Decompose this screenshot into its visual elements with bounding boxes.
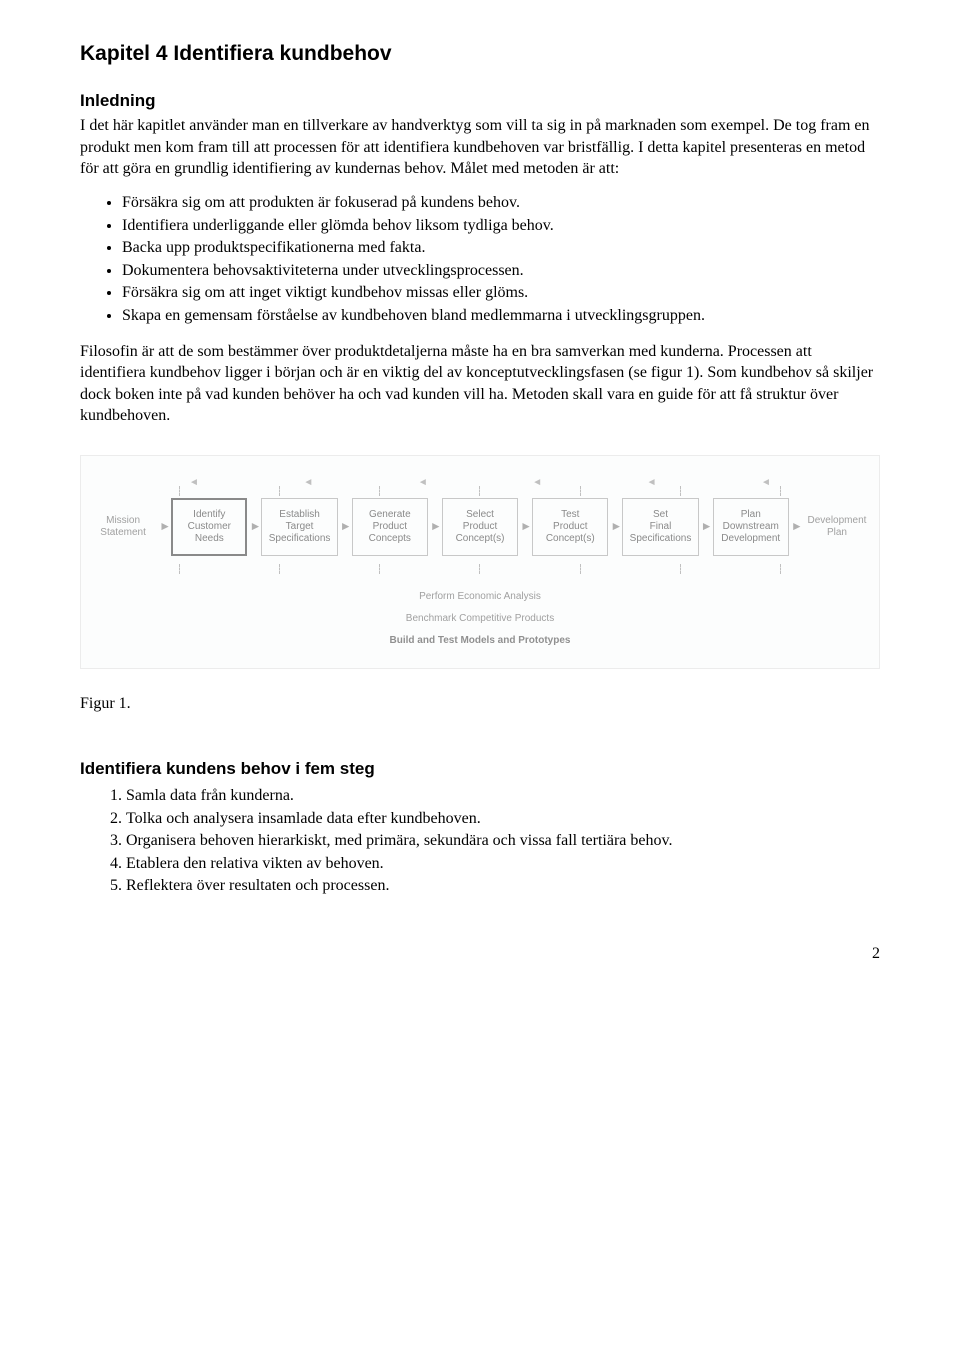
intro-heading: Inledning	[80, 90, 880, 113]
list-item: Reflektera över resultaten och processen…	[126, 875, 880, 897]
flow-box-target-specs: EstablishTargetSpecifications	[261, 498, 337, 556]
steps-list: Samla data från kunderna. Tolka och anal…	[80, 785, 880, 897]
arrow-right-icon: ►	[610, 518, 620, 534]
arrow-right-icon: ►	[340, 518, 350, 534]
arrow-right-icon: ►	[520, 518, 530, 534]
flow-box-generate-concepts: GenerateProductConcepts	[352, 498, 428, 556]
list-item: Etablera den relativa vikten av behoven.	[126, 853, 880, 875]
flow-box-identify-needs: IdentifyCustomerNeeds	[171, 498, 247, 556]
sub-activity-label: Perform Economic Analysis	[89, 586, 871, 608]
dash-row-bottom	[89, 564, 871, 574]
list-item: Försäkra sig om att inget viktigt kundbe…	[122, 282, 880, 304]
arrow-left-icon: ◄	[761, 476, 771, 490]
arrow-left-icon: ◄	[418, 476, 428, 490]
development-plan-label: DevelopmentPlan	[803, 515, 871, 539]
intro-bullet-list: Försäkra sig om att produkten är fokuser…	[80, 192, 880, 327]
list-item: Organisera behoven hierarkiskt, med prim…	[126, 830, 880, 852]
figure-sub-activities: Perform Economic Analysis Benchmark Comp…	[89, 586, 871, 652]
arrow-right-icon: ►	[249, 518, 259, 534]
arrow-right-icon: ►	[791, 518, 801, 534]
figure-caption: Figur 1.	[80, 693, 880, 715]
flow-box-final-specs: SetFinalSpecifications	[622, 498, 698, 556]
flow-box-test-concepts: TestProductConcept(s)	[532, 498, 608, 556]
arrow-left-icon: ◄	[532, 476, 542, 490]
sub-activity-label: Benchmark Competitive Products	[89, 608, 871, 630]
mission-statement-label: MissionStatement	[89, 515, 157, 539]
list-item: Tolka och analysera insamlade data efter…	[126, 808, 880, 830]
arrow-left-icon: ◄	[647, 476, 657, 490]
page-number: 2	[80, 943, 880, 965]
sub-activity-label: Build and Test Models and Prototypes	[89, 630, 871, 652]
intro-paragraph-2: Filosofin är att de som bestämmer över p…	[80, 341, 880, 427]
concept-development-figure: ◄ ◄ ◄ ◄ ◄ ◄ MissionStatement ► IdentifyC…	[80, 455, 880, 669]
arrow-right-icon: ►	[430, 518, 440, 534]
list-item: Dokumentera behovsaktiviteterna under ut…	[122, 260, 880, 282]
flow-box-plan-development: PlanDownstreamDevelopment	[713, 498, 789, 556]
flow-row: MissionStatement ► IdentifyCustomerNeeds…	[89, 498, 871, 556]
list-item: Försäkra sig om att produkten är fokuser…	[122, 192, 880, 214]
list-item: Samla data från kunderna.	[126, 785, 880, 807]
flow-box-select-concepts: SelectProductConcept(s)	[442, 498, 518, 556]
arrow-right-icon: ►	[701, 518, 711, 534]
arrow-left-icon: ◄	[303, 476, 313, 490]
dash-row-top	[89, 486, 871, 496]
steps-heading: Identifiera kundens behov i fem steg	[80, 758, 880, 781]
chapter-title: Kapitel 4 Identifiera kundbehov	[80, 40, 880, 68]
list-item: Skapa en gemensam förståelse av kundbeho…	[122, 305, 880, 327]
list-item: Backa upp produktspecifikationerna med f…	[122, 237, 880, 259]
intro-paragraph-1: I det här kapitlet använder man en tillv…	[80, 115, 880, 180]
list-item: Identifiera underliggande eller glömda b…	[122, 215, 880, 237]
arrow-left-icon: ◄	[189, 476, 199, 490]
arrow-right-icon: ►	[159, 518, 169, 534]
